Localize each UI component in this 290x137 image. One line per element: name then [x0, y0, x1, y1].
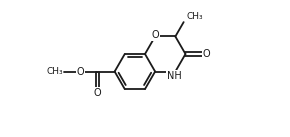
Text: O: O: [94, 88, 101, 98]
Text: O: O: [151, 30, 159, 40]
Text: O: O: [77, 67, 84, 77]
Text: CH₃: CH₃: [46, 67, 63, 76]
Text: CH₃: CH₃: [186, 12, 203, 21]
Text: NH: NH: [167, 71, 182, 81]
Text: O: O: [202, 49, 210, 59]
